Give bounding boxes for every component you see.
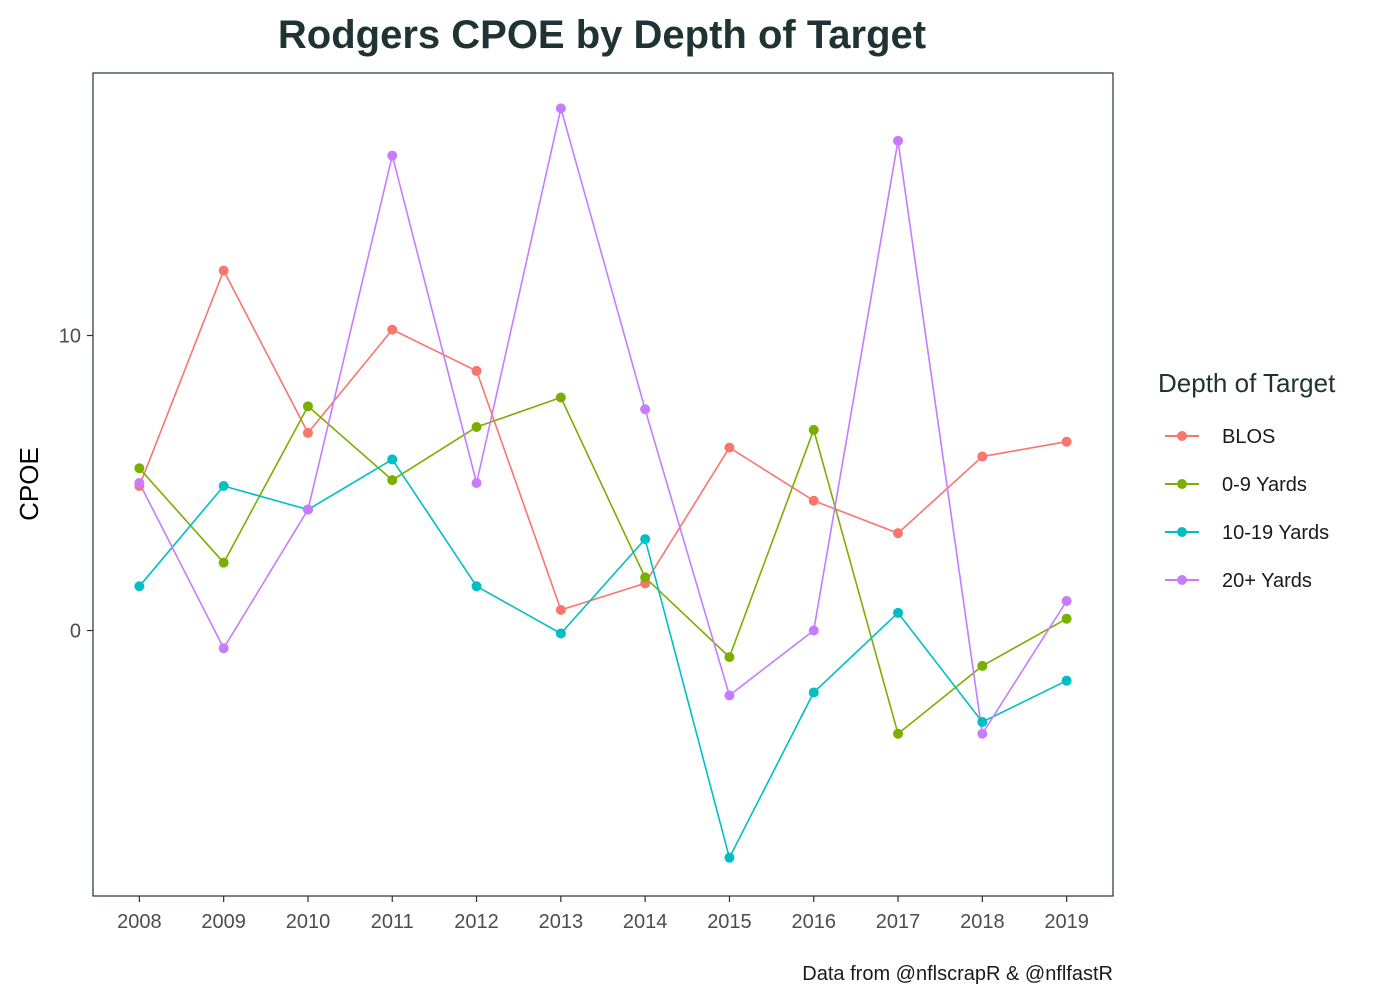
legend-key-point (1177, 431, 1187, 441)
series-point-0-5 (555, 604, 566, 615)
series-point-1-7 (724, 652, 735, 663)
series-point-1-1 (218, 557, 229, 568)
x-tick-label: 2013 (539, 911, 584, 933)
series-point-2-9 (893, 607, 904, 618)
legend-item-label: 0-9 Yards (1222, 474, 1307, 496)
series-point-3-2 (302, 504, 313, 515)
y-tick-label: 10 (59, 326, 81, 348)
series-point-3-11 (1061, 596, 1072, 607)
x-tick-label: 2015 (707, 911, 752, 933)
series-point-1-0 (134, 463, 145, 474)
legend-title: Depth of Target (1158, 368, 1336, 398)
series-point-2-5 (555, 628, 566, 639)
plot-panel (92, 72, 1114, 897)
series-point-0-7 (724, 442, 735, 453)
series-point-1-11 (1061, 613, 1072, 624)
series-point-3-8 (808, 625, 819, 636)
y-tick-label: 0 (70, 621, 81, 643)
series-point-3-6 (640, 404, 651, 415)
series-point-3-4 (471, 478, 482, 489)
series-line-3 (138, 108, 1068, 737)
series-point-1-6 (640, 572, 651, 583)
series-point-3-7 (724, 690, 735, 701)
series-point-2-6 (640, 534, 651, 545)
series-point-3-9 (893, 135, 904, 146)
series-point-2-8 (808, 687, 819, 698)
series-point-2-10 (977, 716, 988, 727)
series-point-0-4 (471, 365, 482, 376)
x-tick-label: 2009 (201, 911, 246, 933)
axes: 2008 2009 2010 2011 2012 2013 2014 2015 2016 2017… (59, 326, 1089, 933)
series-point-1-5 (555, 392, 566, 403)
series-point-2-4 (471, 581, 482, 592)
x-tick-label: 2019 (1044, 911, 1089, 933)
x-tick-label: 2014 (623, 911, 668, 933)
legend-item-label: 20+ Yards (1222, 570, 1312, 592)
legend-item-label: 10-19 Yards (1222, 522, 1329, 544)
x-tick-label: 2011 (371, 911, 414, 933)
x-tick-label: 2008 (117, 911, 162, 933)
series-point-1-2 (302, 401, 313, 412)
x-tick-label: 2010 (286, 911, 331, 933)
series-point-1-4 (471, 421, 482, 432)
x-tick-label: 2017 (876, 911, 921, 933)
series-point-3-1 (218, 643, 229, 654)
series-point-0-2 (302, 427, 313, 438)
caption: Data from @nflscrapR & @nflfastR (802, 963, 1113, 985)
x-tick-label: 2012 (454, 911, 499, 933)
legend-key-point (1177, 479, 1187, 489)
series-point-3-0 (134, 478, 145, 489)
series-point-0-11 (1061, 436, 1072, 447)
series-point-3-5 (555, 103, 566, 114)
series-point-1-9 (893, 728, 904, 739)
series-point-0-1 (218, 265, 229, 276)
series-point-1-10 (977, 660, 988, 671)
y-axis-label: CPOE (14, 447, 44, 521)
series-point-3-10 (977, 728, 988, 739)
legend: BLOS 0-9 Yards 10-19 Yards 20+ Yards (1165, 426, 1329, 592)
x-tick-label: 2018 (960, 911, 1005, 933)
series-point-2-0 (134, 581, 145, 592)
series-point-0-9 (893, 528, 904, 539)
series-point-2-3 (387, 454, 398, 465)
x-tick-label: 2016 (791, 911, 836, 933)
series-point-2-1 (218, 480, 229, 491)
series-line-0 (138, 268, 1067, 611)
chart-title: Rodgers CPOE by Depth of Target (278, 13, 926, 57)
series-point-0-10 (977, 451, 988, 462)
series-line-2 (138, 458, 1067, 860)
series-point-2-7 (724, 852, 735, 863)
series-point-1-8 (808, 424, 819, 435)
series-point-0-3 (387, 324, 398, 335)
series-point-1-3 (387, 475, 398, 486)
legend-item-label: BLOS (1222, 426, 1275, 448)
legend-key-point (1177, 527, 1187, 537)
series-line-1 (138, 396, 1067, 736)
series-point-2-11 (1061, 675, 1072, 686)
legend-key-point (1177, 575, 1187, 585)
series-point-0-8 (808, 495, 819, 506)
series-layer (134, 103, 1072, 863)
series-point-3-3 (387, 150, 398, 161)
